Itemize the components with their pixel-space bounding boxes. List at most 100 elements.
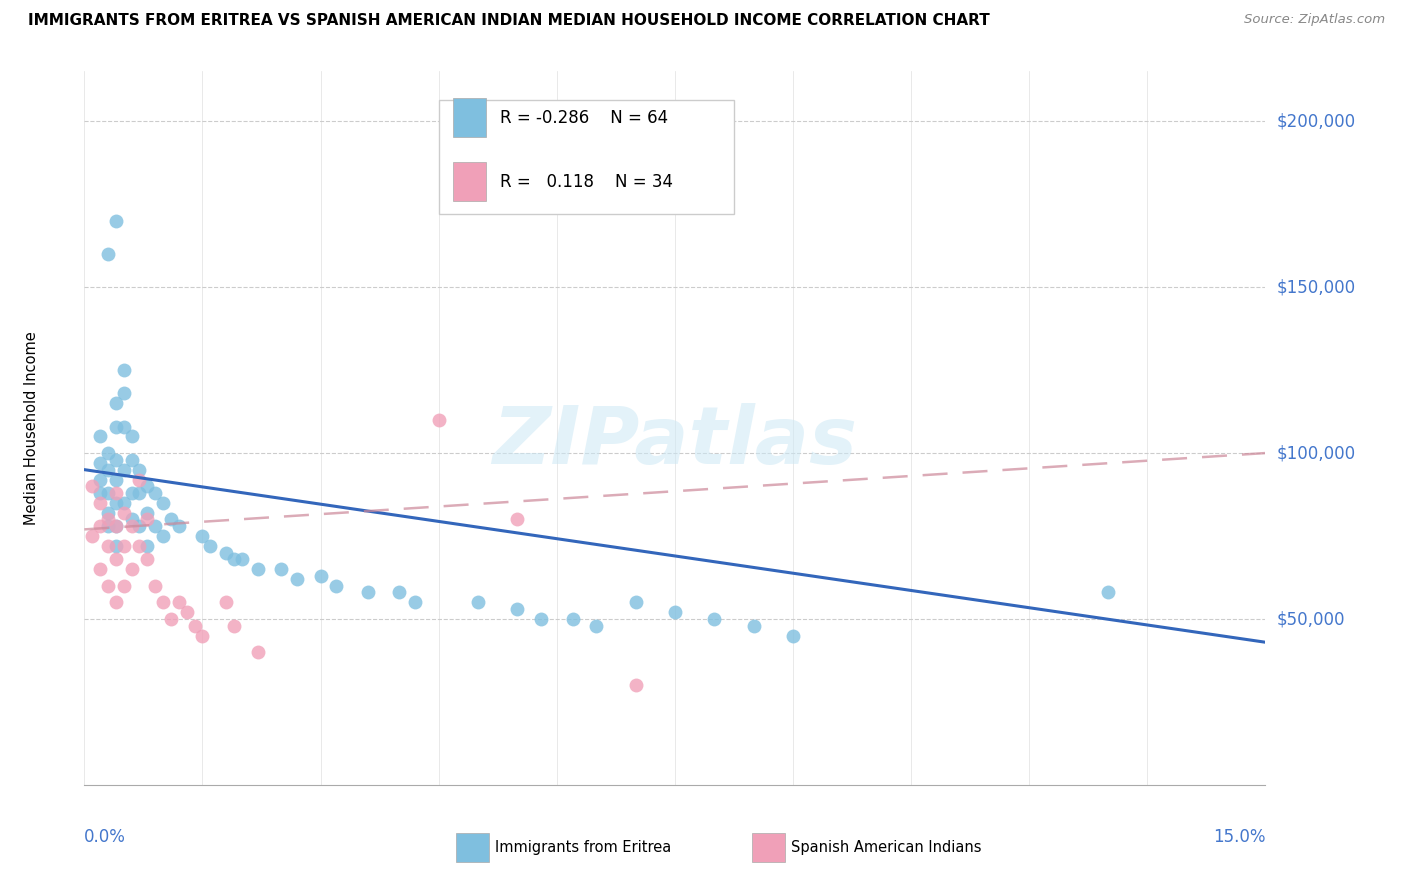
Point [104, 396, 127, 410]
Point [104, 519, 127, 533]
Point [128, 539, 150, 553]
Point [121, 452, 143, 467]
Point [136, 539, 159, 553]
Point [782, 629, 804, 643]
Text: ZIPatlas: ZIPatlas [492, 403, 858, 482]
Point [152, 496, 174, 510]
Point [467, 595, 489, 609]
Point [97, 539, 120, 553]
Point [112, 579, 135, 593]
Point [104, 419, 127, 434]
Point [89, 562, 111, 576]
Text: $150,000: $150,000 [1277, 278, 1355, 296]
Point [215, 546, 238, 560]
Text: $50,000: $50,000 [1277, 610, 1346, 628]
Point [160, 612, 183, 626]
Point [191, 529, 214, 543]
Point [270, 562, 292, 576]
Text: Immigrants from Eritrea: Immigrants from Eritrea [495, 840, 672, 855]
Point [89, 429, 111, 443]
Point [624, 595, 647, 609]
Point [703, 612, 725, 626]
Point [97, 463, 120, 477]
Point [112, 506, 135, 520]
Text: $200,000: $200,000 [1277, 112, 1355, 130]
Point [112, 386, 135, 401]
Point [231, 552, 253, 566]
Point [89, 519, 111, 533]
Point [200, 539, 222, 553]
Point [104, 519, 127, 533]
Point [183, 618, 205, 632]
Point [97, 519, 120, 533]
Point [104, 473, 127, 487]
Point [121, 562, 143, 576]
Point [152, 529, 174, 543]
Point [143, 579, 166, 593]
Point [97, 247, 120, 261]
Text: IMMIGRANTS FROM ERITREA VS SPANISH AMERICAN INDIAN MEDIAN HOUSEHOLD INCOME CORRE: IMMIGRANTS FROM ERITREA VS SPANISH AMERI… [28, 13, 990, 29]
Bar [453, 162, 486, 202]
Point [121, 486, 143, 500]
Point [128, 486, 150, 500]
Point [128, 473, 150, 487]
Point [128, 463, 150, 477]
Point [215, 595, 238, 609]
Point [1097, 585, 1119, 599]
Point [121, 512, 143, 526]
Text: 0.0%: 0.0% [84, 828, 127, 846]
Point [104, 496, 127, 510]
Point [104, 539, 127, 553]
Text: R = -0.286    N = 64: R = -0.286 N = 64 [501, 109, 668, 127]
Bar [453, 98, 486, 137]
Point [664, 606, 686, 620]
Point [104, 213, 127, 227]
Point [97, 506, 120, 520]
Point [742, 618, 765, 632]
Point [167, 519, 190, 533]
Point [357, 585, 380, 599]
Point [160, 512, 183, 526]
Point [309, 569, 332, 583]
Point [246, 562, 269, 576]
Point [136, 506, 159, 520]
Bar [457, 833, 489, 862]
Text: Spanish American Indians: Spanish American Indians [790, 840, 981, 855]
Text: Median Household Income: Median Household Income [24, 331, 39, 525]
Point [121, 429, 143, 443]
Point [112, 363, 135, 377]
Point [97, 512, 120, 526]
Point [97, 446, 120, 460]
Point [104, 486, 127, 500]
Point [112, 463, 135, 477]
Point [128, 519, 150, 533]
Point [104, 552, 127, 566]
Point [285, 572, 308, 586]
Point [97, 486, 120, 500]
Point [104, 452, 127, 467]
Point [506, 512, 529, 526]
Point [82, 529, 104, 543]
Point [121, 519, 143, 533]
Point [404, 595, 426, 609]
Point [136, 552, 159, 566]
Point [222, 618, 245, 632]
Point [136, 479, 159, 493]
Point [325, 579, 347, 593]
Point [112, 496, 135, 510]
Bar [752, 833, 785, 862]
Point [104, 595, 127, 609]
Point [167, 595, 190, 609]
Point [246, 645, 269, 659]
Point [89, 456, 111, 470]
Point [530, 612, 553, 626]
Text: 15.0%: 15.0% [1213, 828, 1265, 846]
Point [222, 552, 245, 566]
Point [506, 602, 529, 616]
FancyBboxPatch shape [439, 100, 734, 214]
Point [136, 512, 159, 526]
Point [388, 585, 411, 599]
Text: Source: ZipAtlas.com: Source: ZipAtlas.com [1244, 13, 1385, 27]
Point [624, 678, 647, 692]
Point [89, 473, 111, 487]
